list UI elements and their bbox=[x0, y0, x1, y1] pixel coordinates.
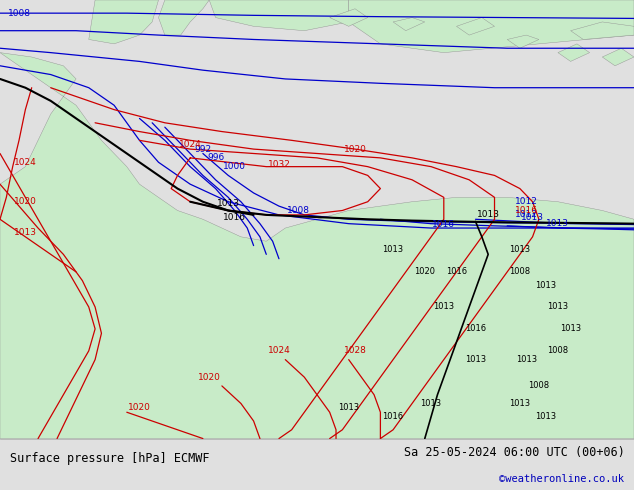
Text: 1020: 1020 bbox=[414, 268, 436, 276]
Polygon shape bbox=[158, 0, 209, 35]
Text: 1016: 1016 bbox=[382, 412, 404, 421]
Text: 1016: 1016 bbox=[446, 268, 467, 276]
Polygon shape bbox=[349, 0, 634, 52]
Text: 996: 996 bbox=[207, 153, 224, 162]
Polygon shape bbox=[558, 44, 590, 61]
Text: 1008: 1008 bbox=[509, 268, 531, 276]
Text: 1013: 1013 bbox=[465, 355, 486, 364]
Text: Surface pressure [hPa] ECMWF: Surface pressure [hPa] ECMWF bbox=[10, 452, 209, 465]
Text: ©weatheronline.co.uk: ©weatheronline.co.uk bbox=[500, 474, 624, 484]
Text: 1020: 1020 bbox=[344, 145, 366, 153]
Polygon shape bbox=[0, 52, 634, 439]
Text: 1016: 1016 bbox=[223, 213, 246, 221]
Text: 1032: 1032 bbox=[268, 160, 290, 169]
Polygon shape bbox=[571, 22, 634, 40]
Text: 1020: 1020 bbox=[128, 403, 151, 413]
Text: 992: 992 bbox=[194, 145, 212, 153]
Text: 1013: 1013 bbox=[534, 412, 556, 421]
Polygon shape bbox=[456, 18, 495, 35]
Text: 1013: 1013 bbox=[547, 219, 569, 228]
Text: 1013: 1013 bbox=[560, 324, 581, 333]
Text: 1013: 1013 bbox=[14, 228, 37, 237]
Text: 1013: 1013 bbox=[382, 245, 404, 254]
Text: 1013: 1013 bbox=[477, 210, 500, 220]
Polygon shape bbox=[209, 0, 349, 31]
Text: 1012: 1012 bbox=[515, 210, 538, 220]
Text: 1013: 1013 bbox=[515, 355, 537, 364]
Text: 1008: 1008 bbox=[528, 381, 550, 391]
Text: 1013: 1013 bbox=[433, 302, 455, 312]
Text: 1024: 1024 bbox=[14, 158, 37, 167]
Text: 1012: 1012 bbox=[515, 197, 538, 206]
Text: 1024: 1024 bbox=[268, 346, 290, 355]
Text: 1024: 1024 bbox=[179, 140, 202, 149]
Polygon shape bbox=[330, 9, 368, 26]
Text: 1016: 1016 bbox=[515, 206, 538, 215]
Polygon shape bbox=[89, 0, 158, 44]
Text: Sa 25-05-2024 06:00 UTC (00+06): Sa 25-05-2024 06:00 UTC (00+06) bbox=[404, 446, 624, 460]
Text: 1016: 1016 bbox=[465, 324, 486, 333]
Text: 1000: 1000 bbox=[223, 162, 246, 171]
Text: 1028: 1028 bbox=[344, 346, 366, 355]
Text: 1020: 1020 bbox=[14, 197, 37, 206]
Polygon shape bbox=[602, 48, 634, 66]
Text: 1020: 1020 bbox=[198, 373, 221, 382]
Text: 1008: 1008 bbox=[287, 206, 309, 215]
Text: 1016: 1016 bbox=[432, 220, 455, 229]
Text: 1013: 1013 bbox=[547, 302, 569, 312]
Polygon shape bbox=[507, 35, 539, 48]
Text: 1013: 1013 bbox=[509, 399, 531, 408]
Text: 1008: 1008 bbox=[8, 9, 30, 18]
Text: 1013: 1013 bbox=[217, 199, 240, 208]
Text: 1008: 1008 bbox=[547, 346, 569, 355]
Text: 1013: 1013 bbox=[534, 281, 556, 290]
Text: 1013: 1013 bbox=[521, 213, 544, 221]
Text: 1013: 1013 bbox=[338, 403, 359, 413]
Text: 1013: 1013 bbox=[509, 245, 531, 254]
Polygon shape bbox=[393, 18, 425, 31]
Text: 1013: 1013 bbox=[420, 399, 442, 408]
